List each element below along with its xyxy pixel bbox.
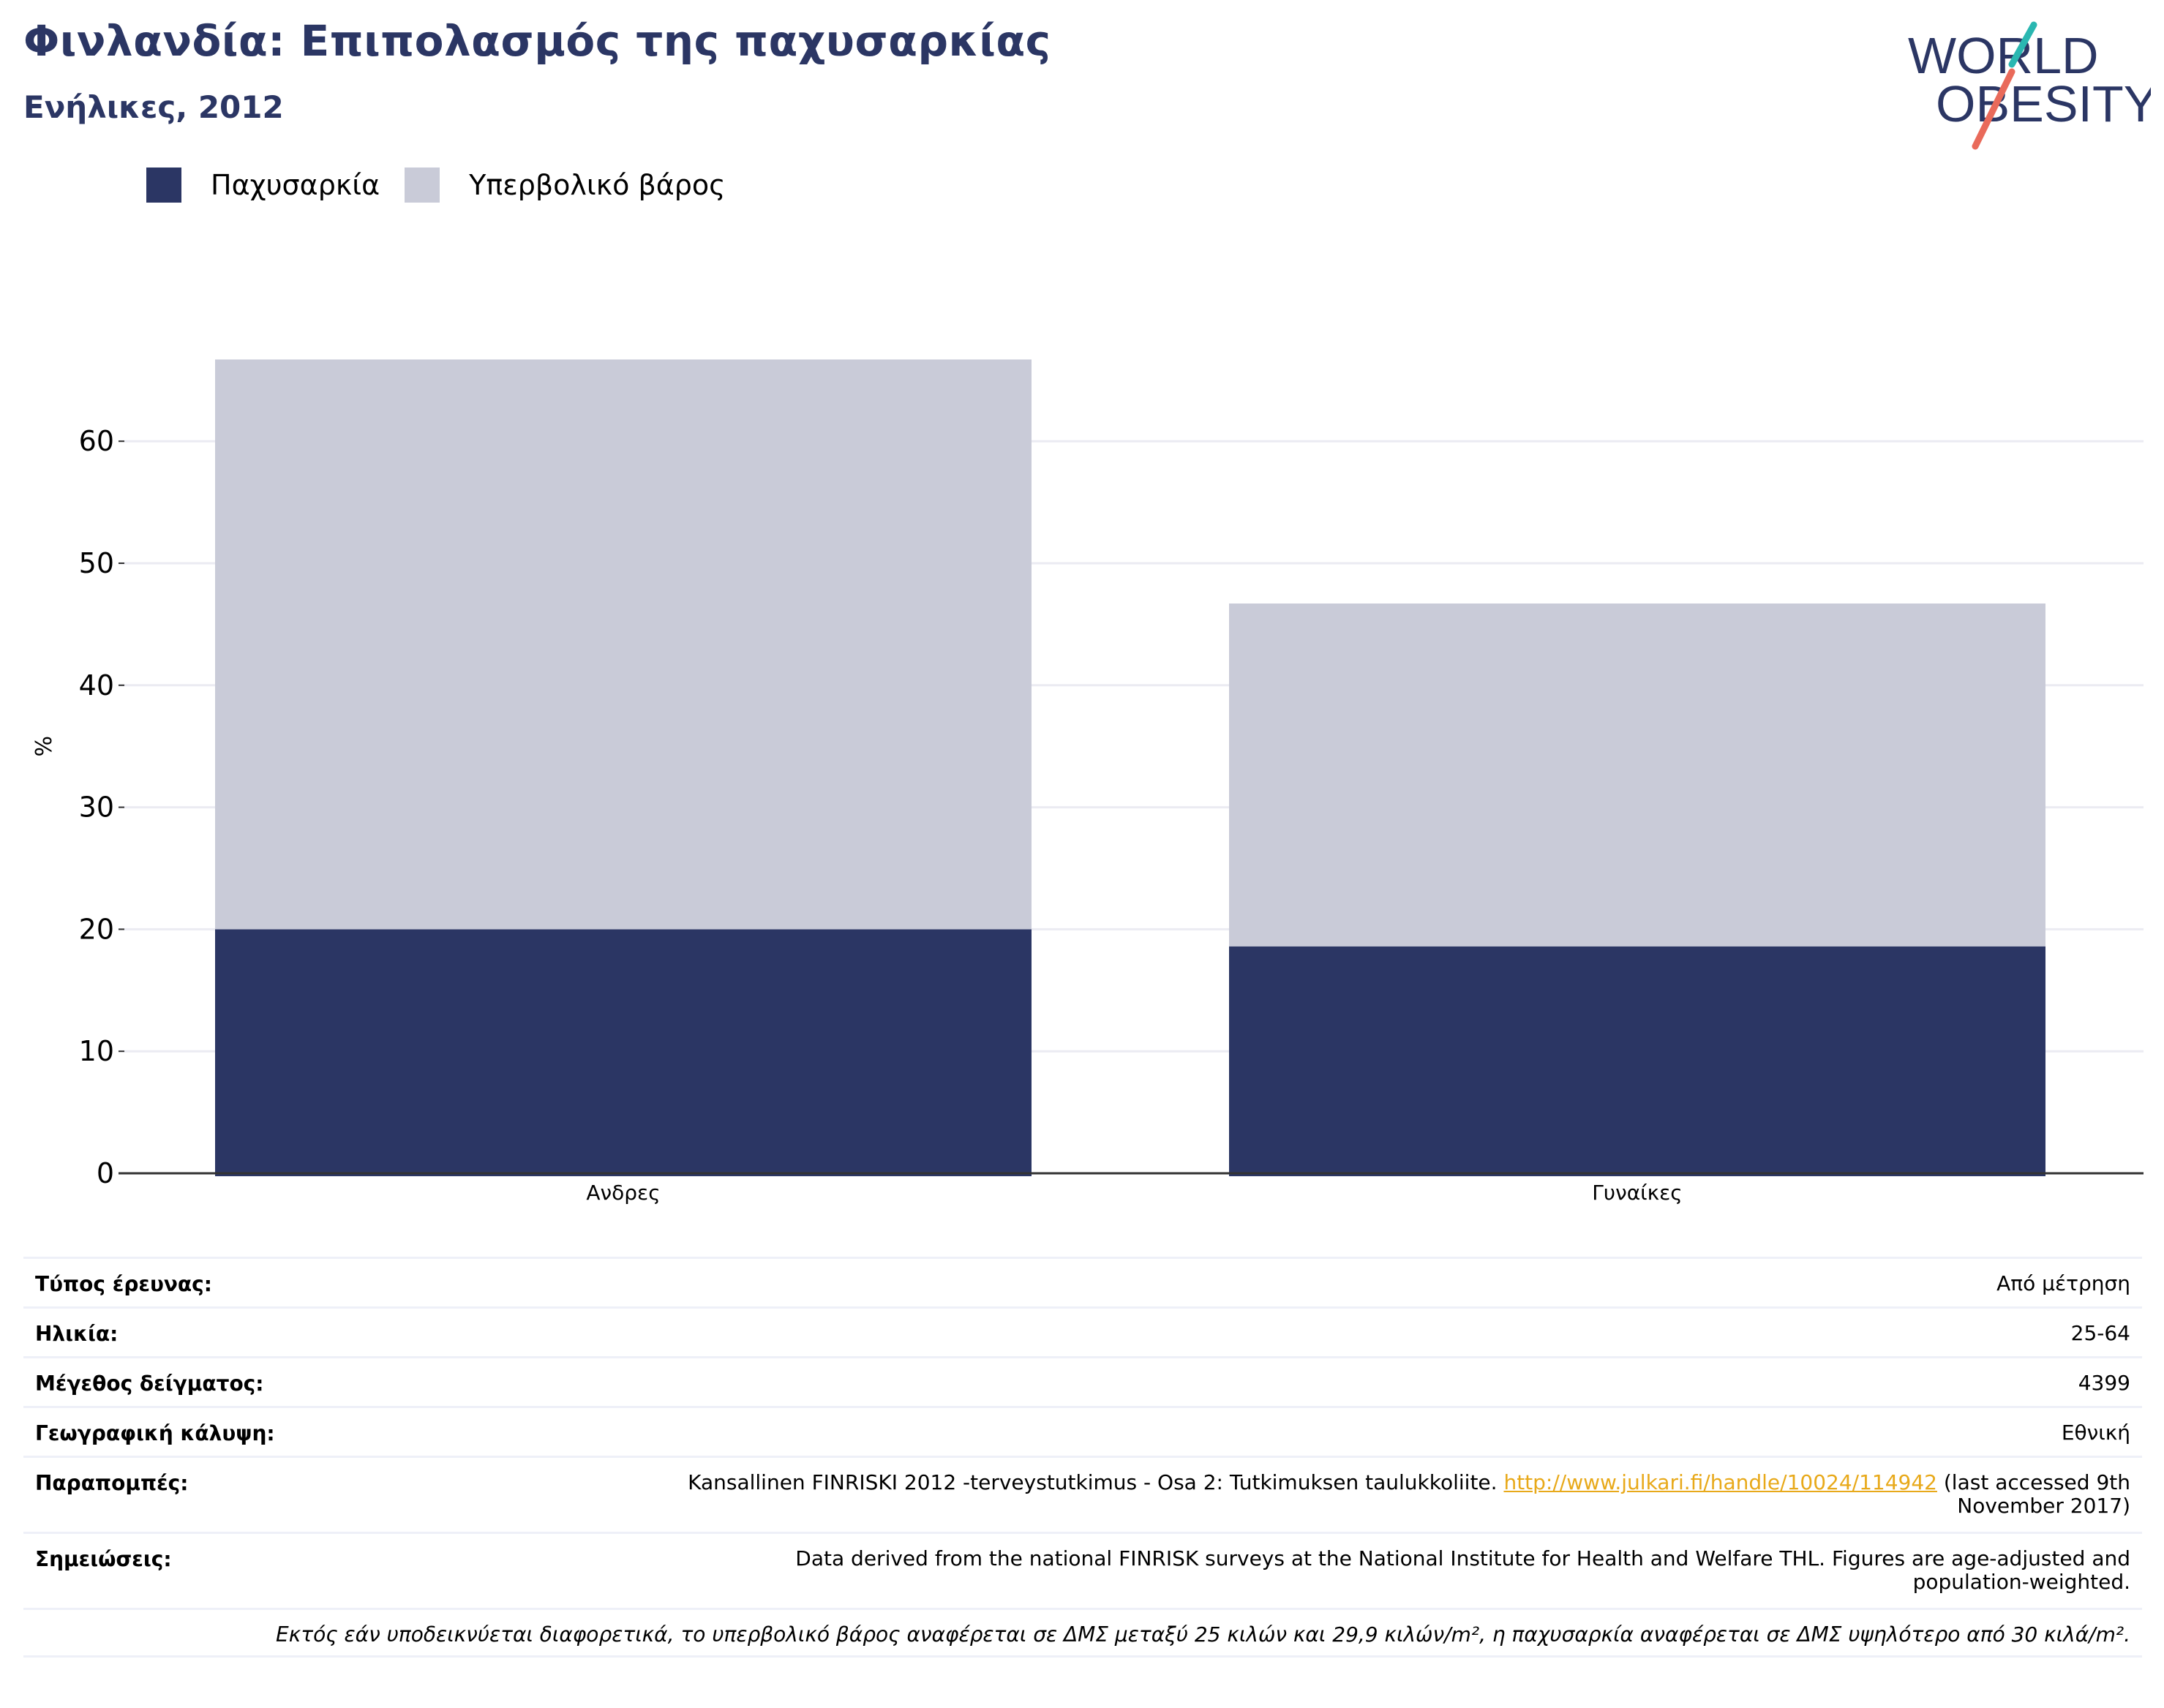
logo-text-obesity: OBESITY — [1936, 75, 2151, 132]
legend-item-obesity: Παχυσαρκία — [146, 168, 380, 203]
meta-row-age: Ηλικία: 25-64 — [23, 1306, 2142, 1356]
references-accessed: (last accessed 9th — [1943, 1470, 2130, 1494]
bar-obesity-1 — [1229, 946, 2045, 1176]
meta-label-references: Παραπομπές: — [35, 1471, 189, 1495]
world-obesity-logo: WORLD OBESITY — [1908, 21, 2151, 150]
stacked-bar-chart: 0 10 20 30 40 50 60% Ανδρες Γυναίκες — [31, 359, 2144, 1205]
meta-row-survey-type: Τύπος έρευνας: Από μέτρηση — [23, 1257, 2142, 1306]
meta-label-age: Ηλικία: — [35, 1322, 119, 1346]
y-tick-label: 40 — [79, 669, 114, 701]
meta-row-notes: Σημειώσεις: Data derived from the nation… — [23, 1532, 2142, 1608]
y-tick-label: 0 — [97, 1157, 114, 1189]
chart-legend: Παχυσαρκία Υπερβολικό βάρος — [146, 167, 750, 203]
meta-row-footnote: Εκτός εάν υποδεικνύεται διαφορετικά, το … — [23, 1608, 2142, 1658]
meta-value-survey-type: Από μέτρηση — [1996, 1271, 2130, 1295]
logo-text-world: WORLD — [1908, 27, 2099, 84]
meta-label-sample-size: Μέγεθος δείγματος: — [35, 1372, 264, 1396]
legend-label-overweight: Υπερβολικό βάρος — [469, 169, 726, 201]
meta-value-sample-size: 4399 — [2078, 1371, 2130, 1395]
meta-row-references: Παραπομπές: Kansallinen FINRISKI 2012 -t… — [23, 1456, 2142, 1532]
meta-label-notes: Σημειώσεις: — [35, 1547, 172, 1571]
bmi-footnote: Εκτός εάν υποδεικνύεται διαφορετικά, το … — [276, 1622, 2130, 1647]
page-subtitle: Ενήλικες, 2012 — [23, 89, 284, 125]
bar-obesity-0 — [215, 929, 1032, 1176]
legend-swatch-obesity — [146, 168, 181, 203]
y-tick-label: 20 — [79, 913, 114, 945]
legend-swatch-overweight — [405, 168, 440, 203]
bar-overweight-1 — [1229, 603, 2045, 947]
meta-label-survey-type: Τύπος έρευνας: — [35, 1272, 212, 1296]
references-accessed-date: November 2017) — [1957, 1494, 2130, 1518]
page-title: Φινλανδία: Επιπολασμός της παχυσαρκίας — [23, 16, 1051, 66]
logo-slash-teal — [2008, 21, 2037, 68]
y-tick-label: 50 — [79, 547, 114, 579]
y-tick-label: 10 — [79, 1035, 114, 1067]
logo-slash-coral — [1972, 68, 2015, 150]
bar-overweight-0 — [215, 359, 1032, 930]
meta-row-sample-size: Μέγεθος δείγματος: 4399 — [23, 1356, 2142, 1406]
meta-value-coverage: Εθνική — [2061, 1421, 2130, 1445]
y-tick-label: 60 — [79, 425, 114, 457]
x-tick-label: Ανδρες — [586, 1181, 660, 1205]
references-link[interactable]: http://www.julkari.fi/handle/10024/11494… — [1503, 1470, 1937, 1494]
meta-row-coverage: Γεωγραφική κάλυψη: Εθνική — [23, 1406, 2142, 1456]
legend-item-overweight: Υπερβολικό βάρος — [405, 168, 725, 203]
meta-label-coverage: Γεωγραφική κάλυψη: — [35, 1421, 275, 1445]
references-text: Kansallinen FINRISKI 2012 -terveystutkim… — [688, 1470, 1498, 1494]
meta-value-notes: Data derived from the national FINRISK s… — [795, 1547, 2130, 1594]
y-tick-label: 30 — [79, 791, 114, 824]
meta-value-references: Kansallinen FINRISKI 2012 -terveystutkim… — [688, 1471, 2130, 1518]
x-tick-label: Γυναίκες — [1592, 1181, 1682, 1205]
y-axis-title: % — [31, 736, 57, 757]
meta-value-age: 25-64 — [2070, 1321, 2130, 1345]
legend-label-obesity: Παχυσαρκία — [211, 169, 380, 201]
notes-line-2: population-weighted. — [1912, 1570, 2130, 1594]
notes-line-1: Data derived from the national FINRISK s… — [795, 1546, 2130, 1570]
metadata-table: Τύπος έρευνας: Από μέτρηση Ηλικία: 25-64… — [23, 1257, 2142, 1658]
